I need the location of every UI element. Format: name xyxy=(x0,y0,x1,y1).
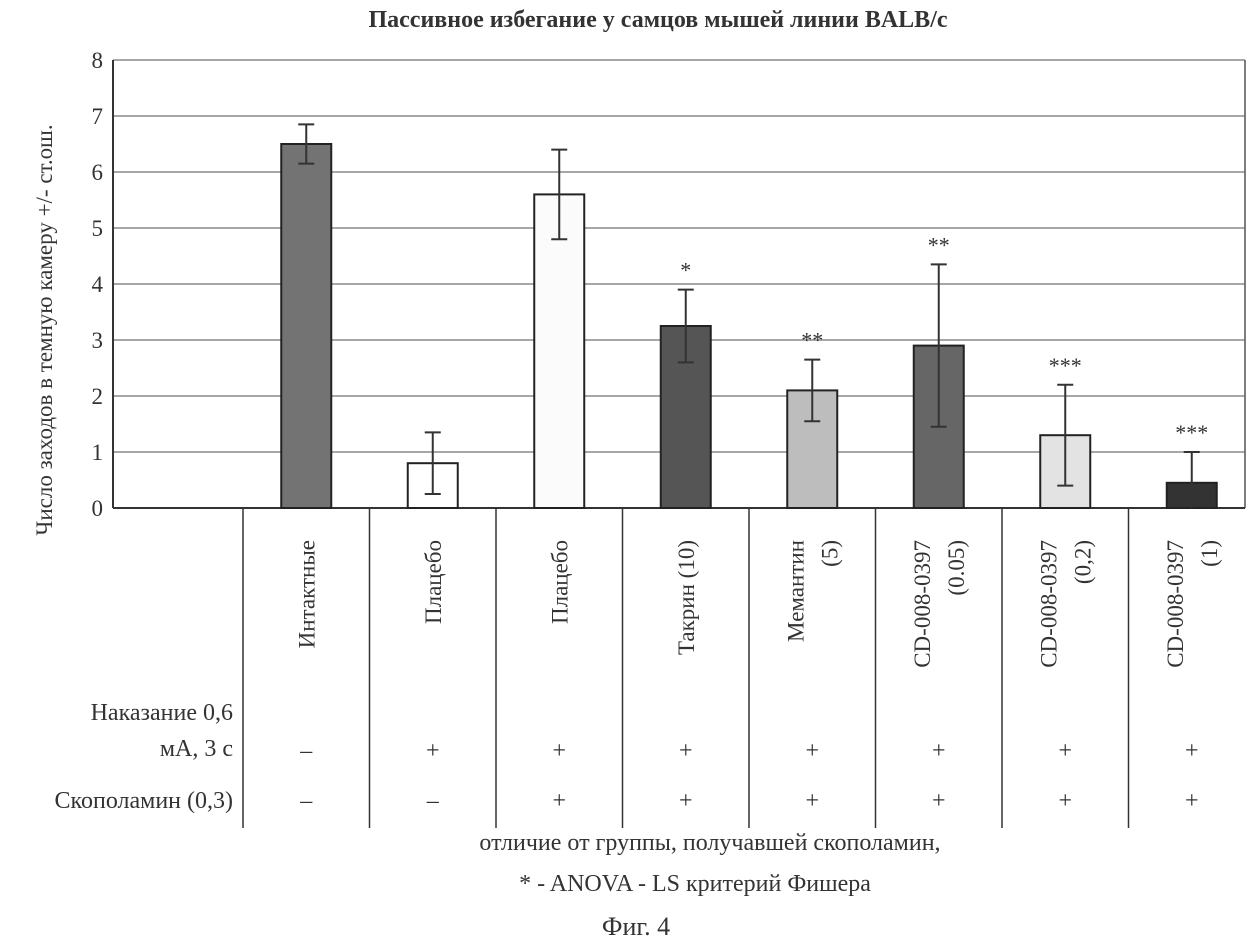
table-cell: – xyxy=(299,738,313,764)
category-label: Плацебо xyxy=(421,540,446,624)
table-cell: + xyxy=(552,788,566,814)
category-label: Такрин (10) xyxy=(674,540,699,655)
significance-mark: *** xyxy=(1175,420,1208,445)
table-row-label: мА, 3 с xyxy=(160,736,233,762)
category-table: Интактные Плацебо Плацебо Такрин (10) Мемант… xyxy=(55,508,1250,828)
table-cell: + xyxy=(1058,738,1072,764)
y-tick-label: 4 xyxy=(92,272,104,297)
y-axis-label: Число заходов в темную камеру +/- ст.ош. xyxy=(32,124,57,535)
y-tick-label: 6 xyxy=(92,160,104,185)
table-row-label: Наказание 0,6 xyxy=(91,700,233,726)
y-tick-label: 0 xyxy=(92,496,104,521)
table-cell: – xyxy=(426,788,440,814)
table-cell: + xyxy=(805,788,819,814)
category-label: (1) xyxy=(1197,540,1222,567)
category-label: CD-008-0397 xyxy=(910,540,935,668)
category-label: Интактные xyxy=(294,540,319,648)
chart-title: Пассивное избегание у самцов мышей линии… xyxy=(368,7,947,33)
bar xyxy=(281,144,331,508)
y-tick-label: 5 xyxy=(92,216,104,241)
y-tick-label: 1 xyxy=(92,440,104,465)
bar xyxy=(534,194,584,508)
table-cell: + xyxy=(1185,738,1199,764)
y-tick-label: 2 xyxy=(92,384,104,409)
category-label: (0.05) xyxy=(944,540,969,596)
table-row-label: Скополамин (0,3) xyxy=(55,788,233,814)
category-label: CD-008-0397 xyxy=(1036,540,1061,668)
figure-label: Фиг. 4 xyxy=(602,912,670,941)
significance-mark: * xyxy=(680,258,691,283)
y-tick-labels: 0 1 2 3 4 5 6 7 8 xyxy=(92,48,104,521)
significance-mark: ** xyxy=(801,328,823,353)
footnote-line-2: * - ANOVA - LS критерий Фишера xyxy=(519,871,871,897)
category-label: (5) xyxy=(817,540,842,567)
table-cell: + xyxy=(932,788,946,814)
y-tick-label: 7 xyxy=(92,104,104,129)
bars: *********** xyxy=(281,124,1217,508)
category-label: (0,2) xyxy=(1070,540,1095,584)
table-cell: + xyxy=(805,738,819,764)
y-tick-label: 8 xyxy=(92,48,104,73)
table-cell: – xyxy=(299,788,313,814)
footnote-line-1: отличие от группы, получавшей скополамин… xyxy=(479,830,940,856)
significance-mark: ** xyxy=(928,232,950,257)
category-label: CD-008-0397 xyxy=(1163,540,1188,668)
table-cell: + xyxy=(932,738,946,764)
category-label: Плацебо xyxy=(547,540,572,624)
table-cell: + xyxy=(679,788,693,814)
y-tick-label: 3 xyxy=(92,328,104,353)
table-cell: + xyxy=(679,738,693,764)
table-cell: + xyxy=(1058,788,1072,814)
table-cell: + xyxy=(552,738,566,764)
significance-mark: *** xyxy=(1049,353,1082,378)
table-cell: + xyxy=(426,738,440,764)
table-cell: + xyxy=(1185,788,1199,814)
category-label: Мемантин xyxy=(783,540,808,642)
